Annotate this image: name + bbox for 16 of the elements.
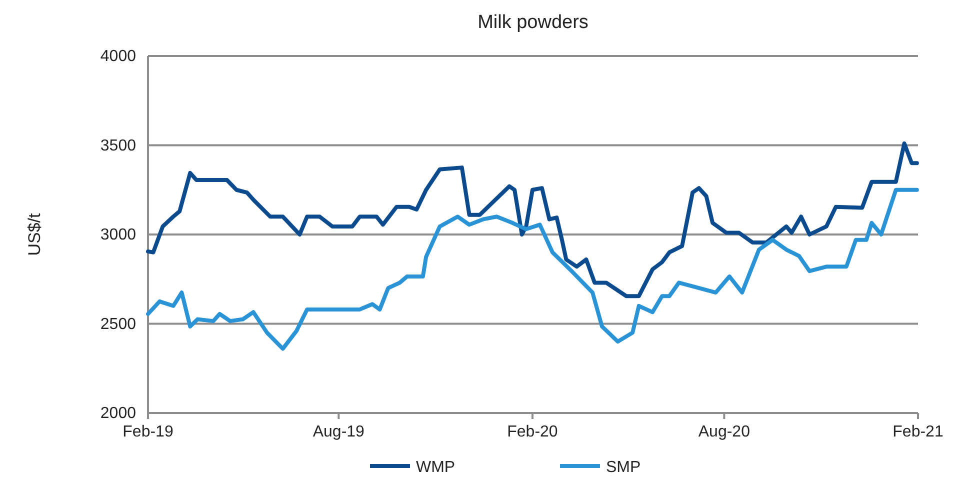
line-series (146, 188, 919, 351)
y-tick-label: 4000 (100, 48, 136, 66)
x-tick-label: Aug-19 (312, 423, 365, 440)
x-tick-label: Feb-20 (507, 423, 558, 440)
x-tick-label: Feb-21 (892, 423, 944, 440)
legend-label: SMP (606, 459, 641, 476)
y-axis-title: US$/t (25, 212, 44, 256)
y-tick-label: 3000 (100, 226, 136, 244)
y-tick-label: 2500 (100, 316, 136, 333)
x-tick-label: Aug-20 (698, 423, 750, 440)
x-tick-label: Feb-19 (122, 423, 174, 440)
line-series (146, 141, 919, 298)
chart-title: Milk powders (478, 12, 588, 33)
legend-label: WMP (416, 459, 456, 476)
y-tick-label: 2000 (100, 405, 136, 422)
y-tick-label: 3500 (100, 137, 136, 154)
